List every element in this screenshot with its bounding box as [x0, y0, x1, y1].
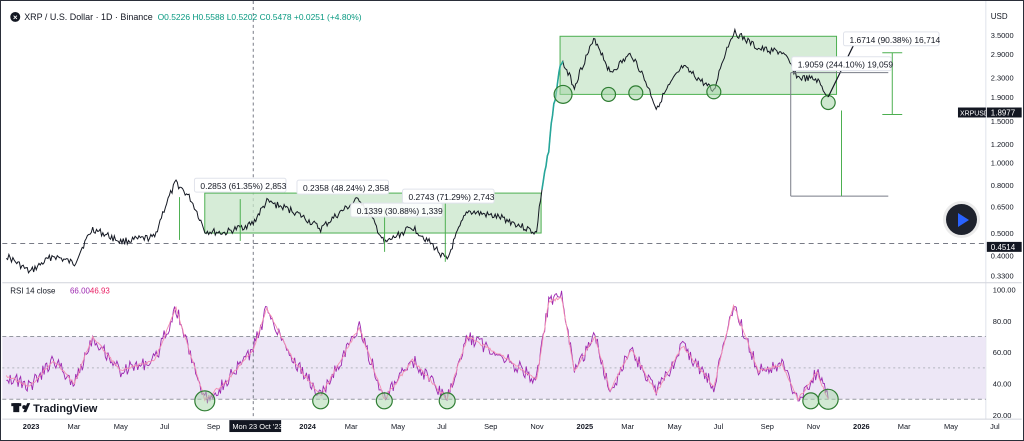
- price-tick-label: 1.0000: [991, 158, 1014, 167]
- price-tick-label: 3.5000: [991, 31, 1014, 40]
- time-tick-label: Sep: [761, 422, 774, 431]
- price-tick-label: 1.9000: [991, 93, 1014, 102]
- tv-logo-icon-top: [11, 403, 22, 407]
- time-tick-label: Mar: [345, 422, 358, 431]
- time-tick-label: Jul: [160, 422, 170, 431]
- price-axis-ticks[interactable]: 3.5000 2.9000 2.3000 1.9000 1.5000 1.2000 1.00…: [991, 31, 1014, 281]
- tradingview-wordmark: TradingView: [33, 403, 98, 415]
- rsi-axis-ticks[interactable]: 100.00 80.00 60.00 40.00 20.00: [993, 285, 1016, 420]
- price-support-circle-3[interactable]: [628, 85, 644, 101]
- price-rally-segment: [541, 60, 564, 190]
- annotation-6[interactable]: 1.6714 (90.38%) 16,714: [842, 31, 940, 47]
- time-tick-label: Nov: [807, 422, 821, 431]
- replay-play-button[interactable]: [946, 204, 977, 235]
- price-support-circle-1[interactable]: [553, 84, 573, 104]
- tv-logo-icon-slash: [23, 403, 31, 413]
- rsi-oversold-circle-5[interactable]: [802, 392, 820, 410]
- last-price-value: 1.8977: [991, 108, 1016, 117]
- currency-unit: USD: [991, 12, 1008, 21]
- annotation-6-text: 1.6714 (90.38%) 16,714: [849, 35, 940, 45]
- time-tick-label: Jul: [990, 422, 1000, 431]
- price-tick-label: 0.5000: [991, 229, 1014, 238]
- price-tick-label: 0.6500: [991, 202, 1014, 211]
- price-tick-label: 1.2000: [991, 140, 1014, 149]
- price-tick-label: 2.9000: [991, 50, 1014, 59]
- rsi-line: [6, 290, 829, 404]
- annotation-2[interactable]: 0.2358 (48.24%) 2,358: [296, 179, 389, 195]
- rsi-legend-ma-value: 46.93: [90, 287, 110, 296]
- price-tick-label: 1.5000: [991, 117, 1014, 126]
- rsi-tick-label: 20.00: [993, 411, 1012, 420]
- annotation-5-text: 1.9059 (244.10%) 19,059: [798, 60, 894, 70]
- rsi-legend-value: 66.00: [70, 287, 90, 296]
- annotation-4-text: 0.2743 (71.29%) 2,743: [408, 192, 494, 202]
- time-tick-label: Mar: [898, 422, 911, 431]
- rsi-tick-label: 40.00: [993, 380, 1012, 389]
- time-tick-label: May: [944, 422, 958, 431]
- time-axis-ticks[interactable]: 2023 Mar May Jul Sep Mon 23 Oct '23 2024 Mar May…: [23, 420, 1000, 433]
- time-tick-label: May: [114, 422, 128, 431]
- rsi-legend-name[interactable]: RSI 14 close: [10, 287, 56, 296]
- price-tick-label: 0.4000: [991, 252, 1014, 261]
- measure-lines-grey: [790, 72, 889, 197]
- time-tick-label: Sep: [207, 422, 220, 431]
- price-series-line: [5, 27, 829, 275]
- time-tick-label: Mar: [621, 422, 634, 431]
- time-tick-label: 2025: [577, 422, 594, 431]
- annotation-4[interactable]: 0.2743 (71.29%) 2,743: [402, 188, 495, 204]
- time-tick-label: May: [667, 422, 681, 431]
- price-tick-label: 2.3000: [991, 74, 1014, 83]
- time-tick-label: Nov: [530, 422, 544, 431]
- rsi-oversold-circle-3[interactable]: [375, 392, 393, 410]
- time-tick-label: Mar: [68, 422, 81, 431]
- crosshair-date-bg: [229, 420, 282, 433]
- last-price-label: XRPUSD 1.8977: [957, 107, 1022, 117]
- rsi-oversold-circle-2[interactable]: [312, 392, 330, 410]
- price-tick-label: 0.8000: [991, 181, 1014, 190]
- rsi-oversold-circle-4[interactable]: [438, 392, 456, 410]
- annotation-3[interactable]: 0.1339 (30.88%) 1,339: [350, 202, 443, 218]
- time-tick-label: 2024: [299, 422, 316, 431]
- price-support-circle-2[interactable]: [600, 86, 617, 102]
- price-support-circle-5[interactable]: [820, 94, 836, 111]
- ohlc-readout: O0.5226 H0.5588 L0.5202 C0.5478 +0.0251 …: [158, 12, 362, 22]
- crosshair-date-label: Mon 23 Oct '23: [232, 422, 282, 431]
- hline-price-value: 0.4514: [991, 243, 1016, 252]
- rsi-band: [2, 336, 986, 400]
- time-tick-label: May: [391, 422, 405, 431]
- time-tick-label: Sep: [484, 422, 497, 431]
- rsi-tick-label: 80.00: [993, 317, 1012, 326]
- last-price-symbol: XRPUSD: [960, 110, 989, 117]
- rsi-ma-line: [5, 296, 829, 402]
- time-tick-label: Jul: [714, 422, 724, 431]
- xrp-logo-icon: [10, 11, 21, 22]
- time-tick-label: 2023: [23, 422, 40, 431]
- time-tick-label: 2026: [853, 422, 870, 431]
- xrp-logo-glyph: ✕: [13, 14, 18, 21]
- annotation-1-text: 0.2853 (61.35%) 2,853: [200, 181, 286, 191]
- play-icon: [958, 213, 969, 227]
- rsi-tick-label: 100.00: [993, 285, 1016, 294]
- rsi-oversold-circle-6[interactable]: [817, 388, 839, 410]
- price-tick-label: 0.3300: [991, 271, 1014, 280]
- price-support-circle-4[interactable]: [706, 84, 722, 100]
- annotation-1[interactable]: 0.2853 (61.35%) 2,853: [193, 177, 287, 193]
- hline-price-label: 0.4514: [986, 241, 1022, 252]
- symbol-title[interactable]: XRP / U.S. Dollar · 1D · Binance: [24, 12, 153, 22]
- rsi-tick-label: 60.00: [993, 348, 1012, 357]
- annotation-2-text: 0.2358 (48.24%) 2,358: [303, 183, 389, 193]
- measure-lines: [179, 52, 903, 262]
- tradingview-logo[interactable]: TradingView: [11, 403, 98, 415]
- time-tick-label: Jul: [437, 422, 447, 431]
- rsi-oversold-circle-1[interactable]: [194, 390, 216, 412]
- annotation-5[interactable]: 1.9059 (244.10%) 19,059: [791, 56, 894, 72]
- annotation-3-text: 0.1339 (30.88%) 1,339: [357, 206, 443, 216]
- tv-logo-icon-bar: [13, 403, 20, 413]
